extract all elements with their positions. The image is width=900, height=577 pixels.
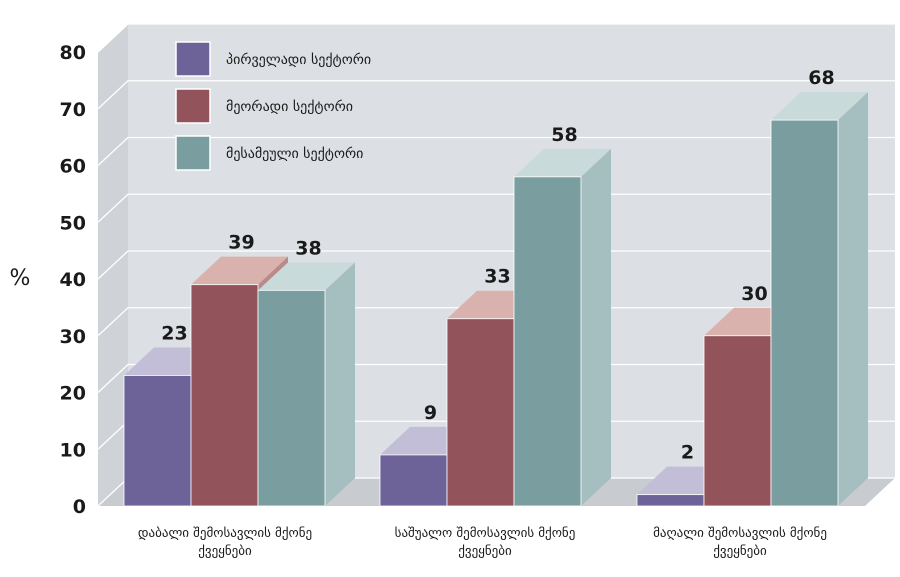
category-label: ქვეყნები <box>198 544 252 559</box>
bar-group: 58 <box>513 124 611 507</box>
gridline <box>97 250 895 280</box>
category-label: ქვეყნები <box>713 544 767 559</box>
bar-side <box>838 92 868 506</box>
y-axis-label: % <box>10 266 31 291</box>
bar <box>190 284 259 507</box>
bar <box>770 119 839 507</box>
legend-swatch <box>175 135 211 171</box>
bar <box>379 454 448 507</box>
bar <box>123 375 192 507</box>
bars: 23 39 38 9 33 58 2 30 68 <box>123 67 868 507</box>
x-axis-categories: დაბალი შემოსავლის მქონე ქვეყნები საშუალო შ… <box>138 526 827 559</box>
gridline <box>97 193 895 223</box>
bar <box>446 318 515 507</box>
category-label: საშუალო შემოსავლის მქონე <box>395 526 576 541</box>
data-label: 58 <box>551 124 577 146</box>
gridline <box>97 363 895 393</box>
gridline <box>97 307 895 337</box>
y-tick-label: 70 <box>60 99 86 121</box>
gridline <box>97 80 895 110</box>
legend-label: პირველადი სექტორი <box>226 51 371 68</box>
y-tick-label: 0 <box>73 496 86 518</box>
bar-side <box>581 148 611 506</box>
data-label: 23 <box>161 322 187 344</box>
bar <box>257 289 326 507</box>
y-tick-label: 10 <box>60 439 86 461</box>
bar-top <box>191 256 288 285</box>
y-tick-label: 50 <box>60 212 86 234</box>
y-tick-label: 20 <box>60 383 86 405</box>
data-label: 38 <box>295 237 321 259</box>
legend-swatch <box>175 88 211 124</box>
bar <box>513 176 582 507</box>
data-label: 9 <box>424 402 437 424</box>
bar-group: 38 <box>257 237 355 507</box>
bar-side <box>325 262 355 506</box>
data-label: 33 <box>484 266 510 288</box>
data-label: 68 <box>808 67 834 89</box>
y-tick-label: 60 <box>60 156 86 178</box>
bar-top <box>771 92 868 121</box>
category-label: ქვეყნები <box>458 544 512 559</box>
bar <box>636 494 705 507</box>
y-tick-label: 80 <box>60 42 86 64</box>
data-label: 30 <box>741 283 767 305</box>
legend-label: მეორადი სექტორი <box>226 98 353 115</box>
data-label: 39 <box>228 232 254 254</box>
bar-top <box>258 262 355 291</box>
data-label: 2 <box>681 442 694 464</box>
y-axis-ticks: 0 10 20 30 40 50 60 70 80 <box>60 42 86 518</box>
category-label: მაღალი შემოსავლის მქონე <box>653 526 827 541</box>
y-tick-label: 40 <box>60 269 86 291</box>
legend-swatch <box>175 41 211 77</box>
category-label: დაბალი შემოსავლის მქონე <box>138 526 312 541</box>
legend: პირველადი სექტორი მეორადი სექტორი მესამეულ… <box>175 41 371 171</box>
bar-top <box>514 148 611 177</box>
bar <box>703 335 772 507</box>
gridline <box>97 136 895 166</box>
bar-group: 68 <box>770 67 868 507</box>
legend-label: მესამეული სექტორი <box>226 145 363 162</box>
y-tick-label: 30 <box>60 326 86 348</box>
gridline <box>97 23 895 53</box>
